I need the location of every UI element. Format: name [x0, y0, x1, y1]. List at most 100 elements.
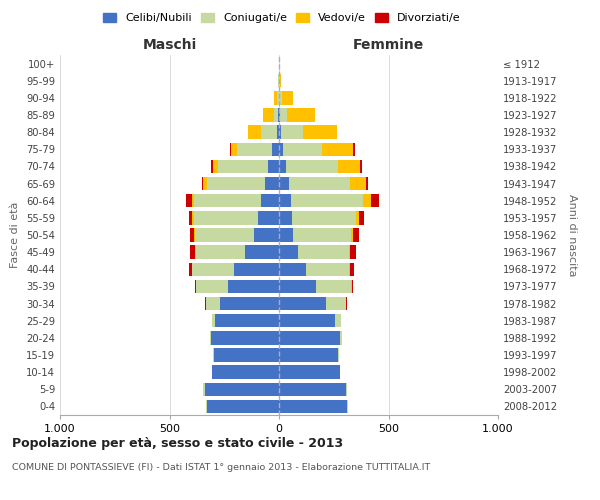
- Bar: [289, 177, 350, 190]
- Bar: [190, 228, 194, 241]
- Bar: [353, 142, 355, 156]
- Bar: [281, 126, 302, 139]
- Bar: [192, 194, 194, 207]
- Bar: [279, 228, 293, 241]
- Bar: [194, 280, 196, 293]
- Bar: [360, 160, 362, 173]
- Bar: [287, 108, 315, 122]
- Y-axis label: Fasce di età: Fasce di età: [10, 202, 20, 268]
- Bar: [350, 177, 365, 190]
- Bar: [238, 142, 272, 156]
- Bar: [202, 177, 203, 190]
- Bar: [335, 314, 341, 328]
- Bar: [280, 91, 281, 104]
- Bar: [187, 194, 192, 207]
- Text: Femmine: Femmine: [353, 38, 424, 52]
- Bar: [190, 246, 196, 259]
- Bar: [279, 280, 316, 293]
- Bar: [350, 262, 354, 276]
- Bar: [189, 262, 192, 276]
- Bar: [206, 400, 207, 413]
- Bar: [262, 126, 277, 139]
- Bar: [283, 142, 322, 156]
- Bar: [231, 142, 238, 156]
- Bar: [279, 400, 347, 413]
- Bar: [353, 228, 359, 241]
- Bar: [188, 211, 193, 224]
- Bar: [196, 280, 227, 293]
- Bar: [280, 74, 281, 88]
- Bar: [371, 194, 379, 207]
- Bar: [248, 126, 262, 139]
- Bar: [207, 400, 279, 413]
- Bar: [279, 108, 280, 122]
- Bar: [215, 314, 279, 328]
- Bar: [307, 262, 349, 276]
- Bar: [211, 160, 214, 173]
- Bar: [210, 331, 211, 344]
- Bar: [278, 108, 279, 122]
- Bar: [279, 366, 340, 379]
- Bar: [359, 211, 364, 224]
- Text: Maschi: Maschi: [142, 38, 197, 52]
- Bar: [274, 91, 277, 104]
- Bar: [277, 126, 279, 139]
- Bar: [245, 246, 279, 259]
- Bar: [277, 91, 278, 104]
- Bar: [211, 331, 279, 344]
- Bar: [279, 314, 335, 328]
- Bar: [207, 177, 265, 190]
- Bar: [326, 297, 346, 310]
- Bar: [298, 246, 349, 259]
- Bar: [220, 297, 279, 310]
- Bar: [279, 211, 292, 224]
- Bar: [279, 331, 340, 344]
- Bar: [193, 211, 194, 224]
- Bar: [279, 262, 307, 276]
- Bar: [218, 160, 268, 173]
- Bar: [194, 211, 258, 224]
- Bar: [316, 280, 351, 293]
- Bar: [279, 177, 289, 190]
- Bar: [214, 348, 279, 362]
- Bar: [292, 211, 356, 224]
- Bar: [230, 142, 231, 156]
- Bar: [280, 108, 287, 122]
- Bar: [349, 262, 350, 276]
- Bar: [205, 382, 279, 396]
- Bar: [194, 228, 254, 241]
- Bar: [302, 126, 337, 139]
- Bar: [351, 228, 353, 241]
- Bar: [291, 194, 364, 207]
- Y-axis label: Anni di nascita: Anni di nascita: [567, 194, 577, 276]
- Bar: [293, 228, 351, 241]
- Bar: [203, 177, 207, 190]
- Bar: [274, 108, 278, 122]
- Bar: [338, 160, 360, 173]
- Bar: [262, 194, 279, 207]
- Bar: [258, 211, 279, 224]
- Bar: [203, 382, 205, 396]
- Bar: [365, 177, 368, 190]
- Bar: [349, 246, 350, 259]
- Text: Popolazione per età, sesso e stato civile - 2013: Popolazione per età, sesso e stato civil…: [12, 438, 343, 450]
- Bar: [346, 382, 347, 396]
- Legend: Celibi/Nubili, Coniugati/e, Vedovi/e, Divorziati/e: Celibi/Nubili, Coniugati/e, Vedovi/e, Di…: [99, 8, 465, 28]
- Bar: [279, 297, 326, 310]
- Bar: [364, 194, 371, 207]
- Bar: [356, 211, 359, 224]
- Bar: [338, 348, 339, 362]
- Bar: [272, 142, 279, 156]
- Bar: [212, 314, 215, 328]
- Bar: [286, 160, 338, 173]
- Bar: [194, 194, 262, 207]
- Bar: [279, 142, 283, 156]
- Bar: [279, 160, 286, 173]
- Bar: [268, 160, 279, 173]
- Bar: [279, 348, 338, 362]
- Bar: [279, 246, 298, 259]
- Bar: [322, 142, 353, 156]
- Text: COMUNE DI PONTASSIEVE (FI) - Dati ISTAT 1° gennaio 2013 - Elaborazione TUTTITALI: COMUNE DI PONTASSIEVE (FI) - Dati ISTAT …: [12, 463, 430, 472]
- Bar: [212, 366, 279, 379]
- Bar: [196, 246, 245, 259]
